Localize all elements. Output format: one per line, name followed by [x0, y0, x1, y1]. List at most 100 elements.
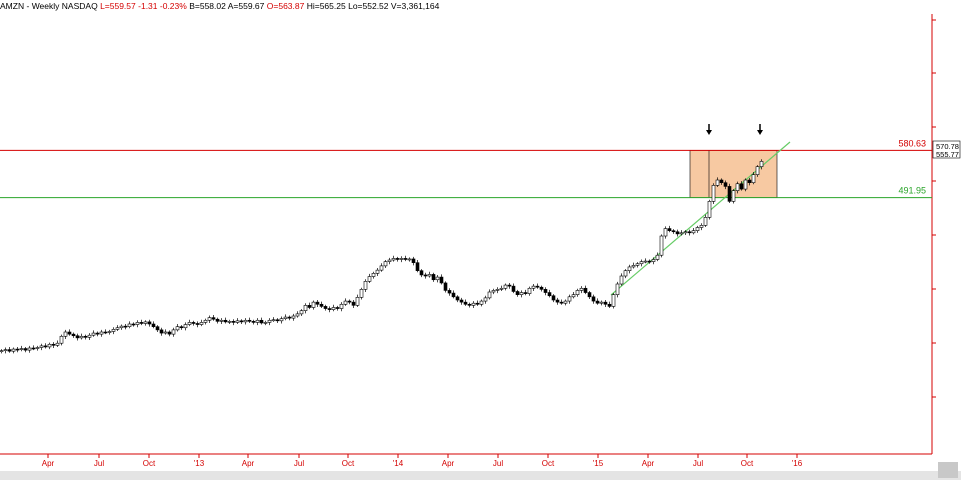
candle [735, 181, 740, 194]
candle [63, 329, 68, 339]
candle [315, 300, 320, 307]
open: O=563.87 [266, 1, 305, 11]
candle [515, 289, 520, 297]
candle [663, 226, 668, 239]
candle [443, 281, 448, 293]
symbol: AMZN [0, 1, 25, 11]
candle [399, 256, 404, 263]
candle [615, 281, 620, 298]
candle [479, 299, 484, 307]
scrollbar-thumb[interactable] [938, 462, 958, 478]
candle [303, 303, 308, 314]
candle [359, 287, 364, 300]
candle [203, 318, 208, 325]
candle [107, 329, 112, 335]
candle [459, 297, 464, 305]
time-tick-label: Apr [42, 459, 55, 468]
candle [531, 284, 536, 291]
candle [299, 309, 304, 317]
candle [727, 183, 732, 203]
time-tick-label: Jul [94, 459, 104, 468]
candle [699, 223, 704, 231]
candle [651, 257, 656, 265]
candle [387, 257, 392, 265]
candle [251, 319, 256, 325]
candle [255, 318, 260, 326]
candle [439, 274, 444, 285]
candle [639, 259, 644, 267]
candle [419, 269, 424, 278]
candle [59, 334, 64, 346]
price-tag-lower: 555.77 [936, 150, 959, 159]
candle [323, 304, 328, 311]
candle [395, 256, 400, 262]
candle [751, 172, 756, 185]
candle [559, 299, 564, 305]
candle [519, 290, 524, 298]
candle [523, 289, 528, 296]
candle [691, 228, 696, 235]
candle [167, 330, 172, 337]
candle [587, 290, 592, 299]
candle [475, 300, 480, 306]
candle [679, 230, 684, 236]
header-separator: - [26, 1, 30, 11]
candle [151, 321, 156, 329]
candle [467, 302, 472, 308]
candle [99, 329, 104, 337]
candle [91, 330, 96, 337]
candle [339, 302, 344, 312]
candle [423, 272, 428, 279]
candle [67, 329, 72, 336]
candle [31, 345, 36, 351]
candle [271, 317, 276, 322]
candle [119, 324, 124, 330]
price-axis-ticks [932, 19, 936, 398]
candle [211, 314, 216, 321]
candle [507, 282, 512, 289]
candle [95, 331, 100, 337]
candle [391, 255, 396, 262]
candle [455, 295, 460, 303]
period: Weekly [31, 1, 60, 11]
horizontal-scrollbar[interactable] [0, 471, 961, 480]
candle [527, 286, 532, 296]
candle [307, 302, 312, 310]
candle [247, 317, 252, 323]
candle [55, 340, 60, 347]
candle [71, 332, 76, 338]
candle [719, 178, 724, 185]
candle [195, 321, 200, 328]
volume: V=3,361,164 [390, 1, 440, 11]
candle [7, 346, 12, 353]
time-tick-label: Oct [342, 459, 355, 468]
candle [503, 283, 508, 291]
low: Lo=552.52 [348, 1, 389, 11]
candle [711, 183, 716, 205]
candle [155, 325, 160, 333]
candle [19, 345, 24, 352]
candle [267, 318, 272, 326]
candle [619, 273, 624, 286]
candle [199, 319, 204, 327]
candle [583, 285, 588, 295]
candle [743, 178, 748, 192]
candle [123, 324, 128, 330]
candle [183, 322, 188, 331]
candle [659, 234, 664, 258]
candle [131, 322, 136, 327]
uptrend-line[interactable] [610, 141, 791, 296]
candle [3, 347, 8, 354]
candle [135, 320, 140, 328]
candle [191, 320, 196, 326]
last-price: L=559.57 [100, 1, 136, 11]
candle [731, 189, 736, 204]
candle [671, 229, 676, 234]
bid: B=558.02 [189, 1, 226, 11]
candle [635, 262, 640, 268]
candle [327, 306, 332, 313]
candle [567, 294, 572, 304]
time-tick-label: Oct [542, 459, 555, 468]
candle [35, 345, 40, 351]
